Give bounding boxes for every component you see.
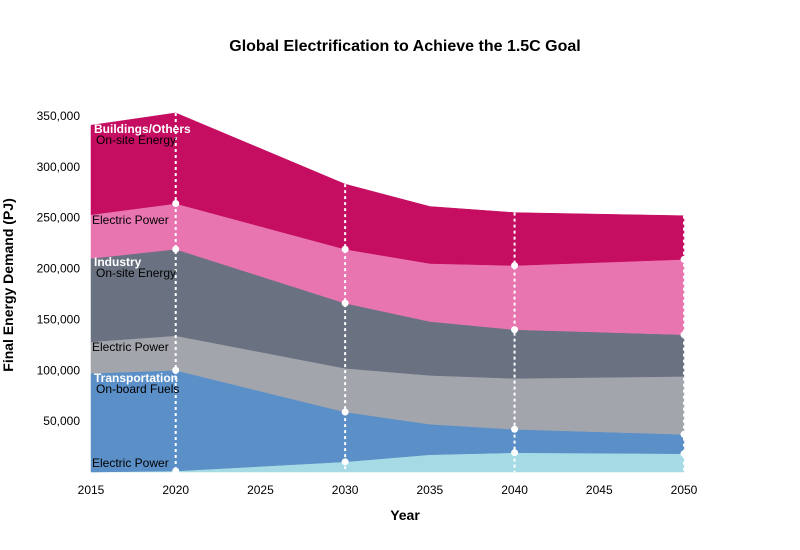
label-industry-group: Industry xyxy=(94,255,142,269)
marker-2020-5 xyxy=(172,199,180,207)
y-tick-label: 200,000 xyxy=(37,262,81,276)
label-transport-electric: Electric Power xyxy=(92,456,169,470)
marker-2050-5 xyxy=(680,255,688,263)
label-transport-fuels: On-board Fuels xyxy=(96,382,179,396)
x-tick-label: 2035 xyxy=(417,483,444,497)
label-transport-group: Transportation xyxy=(94,371,178,385)
x-tick-label: 2015 xyxy=(78,483,105,497)
marker-2050-4 xyxy=(680,331,688,339)
x-axis-title: Year xyxy=(390,507,420,523)
x-tick-label: 2050 xyxy=(671,483,698,497)
x-tick-label: 2030 xyxy=(332,483,359,497)
x-tick-label: 2040 xyxy=(501,483,528,497)
marker-2020-base xyxy=(172,467,180,475)
marker-2040-base xyxy=(511,449,519,457)
y-tick-label: 50,000 xyxy=(43,414,80,428)
y-tick-label: 150,000 xyxy=(37,312,81,326)
label-industry-onsite: On-site Energy xyxy=(96,266,176,280)
marker-2020-2 xyxy=(172,366,180,374)
marker-2040-4 xyxy=(511,326,519,334)
y-axis-ticks: 50,000 100,000 150,000 200,000 250,000 300,00… xyxy=(37,109,81,428)
x-axis-ticks: 2015 2020 2025 2030 2035 2040 2045 2050 xyxy=(78,483,698,497)
marker-2040-5 xyxy=(511,262,519,270)
label-buildings-onsite: On-site Energy xyxy=(96,133,176,147)
area-layers xyxy=(90,112,685,473)
label-industry-electric: Electric Power xyxy=(92,340,169,354)
marker-2030-4 xyxy=(341,299,349,307)
marker-2030-base xyxy=(341,458,349,466)
marker-2020-4 xyxy=(172,245,180,253)
marker-2050-base xyxy=(680,450,688,458)
label-buildings-electric: Electric Power xyxy=(92,213,169,227)
marker-2050-2 xyxy=(680,430,688,438)
x-tick-label: 2025 xyxy=(247,483,274,497)
marker-2030-2 xyxy=(341,408,349,416)
marker-2030-5 xyxy=(341,245,349,253)
label-buildings-group: Buildings/Others xyxy=(94,122,191,136)
y-tick-label: 100,000 xyxy=(37,363,81,377)
y-tick-label: 250,000 xyxy=(37,211,81,225)
x-tick-label: 2045 xyxy=(586,483,613,497)
chart-title: Global Electrification to Achieve the 1.… xyxy=(229,38,581,55)
y-axis-title: Final Energy Demand (PJ) xyxy=(0,198,16,371)
year-guide-lines xyxy=(172,112,688,475)
y-tick-label: 300,000 xyxy=(37,160,81,174)
inline-series-labels: Buildings/Others On-site Energy Electric… xyxy=(92,122,191,470)
marker-2040-2 xyxy=(511,425,519,433)
x-tick-label: 2020 xyxy=(162,483,189,497)
y-tick-label: 350,000 xyxy=(37,109,81,123)
